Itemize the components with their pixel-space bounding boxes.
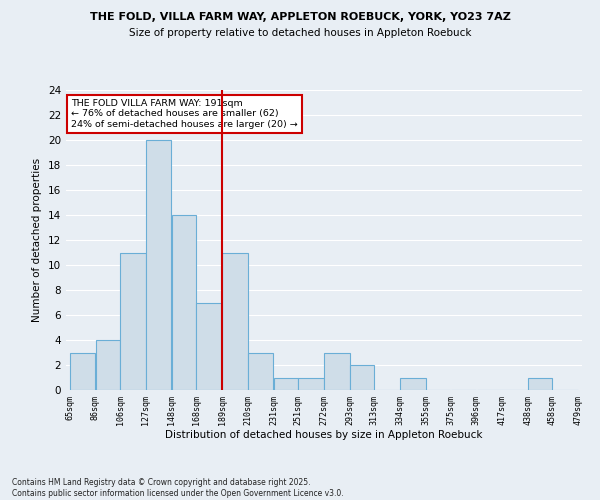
Bar [274, 378, 298, 390]
Bar [400, 378, 426, 390]
X-axis label: Distribution of detached houses by size in Appleton Roebuck: Distribution of detached houses by size … [165, 430, 483, 440]
Text: Contains HM Land Registry data © Crown copyright and database right 2025.
Contai: Contains HM Land Registry data © Crown c… [12, 478, 344, 498]
Bar [172, 215, 196, 390]
Text: THE FOLD VILLA FARM WAY: 191sqm
← 76% of detached houses are smaller (62)
24% of: THE FOLD VILLA FARM WAY: 191sqm ← 76% of… [71, 99, 298, 129]
Bar [222, 252, 248, 390]
Bar [350, 365, 374, 390]
Bar [196, 302, 222, 390]
Bar [70, 352, 95, 390]
Text: THE FOLD, VILLA FARM WAY, APPLETON ROEBUCK, YORK, YO23 7AZ: THE FOLD, VILLA FARM WAY, APPLETON ROEBU… [89, 12, 511, 22]
Bar [146, 140, 172, 390]
Bar [324, 352, 350, 390]
Bar [528, 378, 553, 390]
Text: Size of property relative to detached houses in Appleton Roebuck: Size of property relative to detached ho… [129, 28, 471, 38]
Bar [248, 352, 274, 390]
Y-axis label: Number of detached properties: Number of detached properties [32, 158, 43, 322]
Bar [298, 378, 324, 390]
Bar [120, 252, 146, 390]
Bar [95, 340, 120, 390]
